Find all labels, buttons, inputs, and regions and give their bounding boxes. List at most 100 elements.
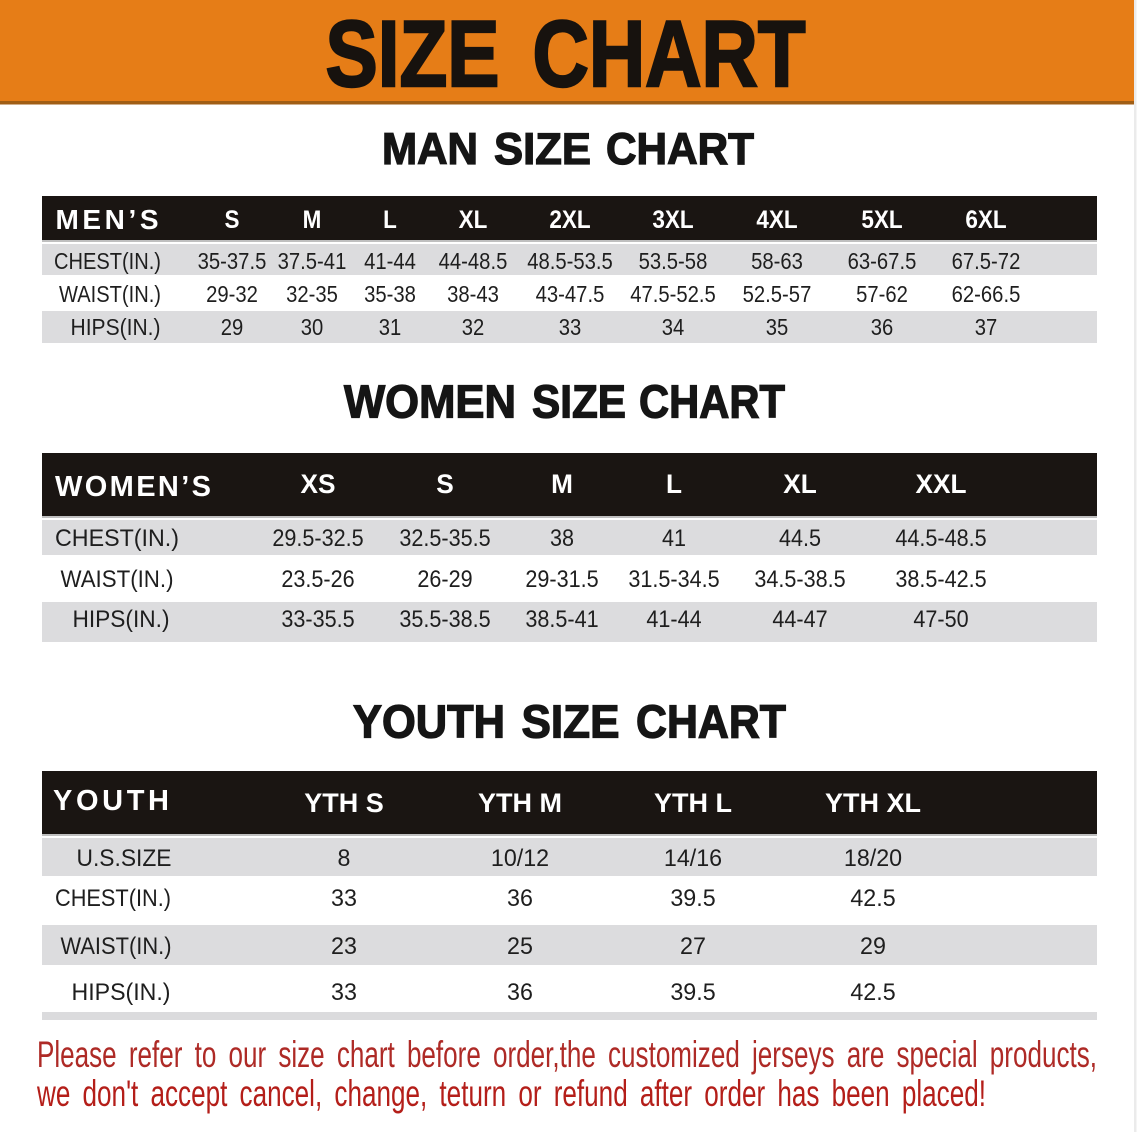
- svg-text:43-47.5: 43-47.5: [536, 281, 605, 307]
- svg-text:SIZE: SIZE: [522, 696, 620, 748]
- svg-text:2XL: 2XL: [549, 206, 590, 234]
- svg-text:10/12: 10/12: [491, 845, 549, 872]
- svg-text:47-50: 47-50: [913, 606, 968, 633]
- svg-text:53.5-58: 53.5-58: [639, 248, 708, 274]
- svg-text:we don't accept cancel, change: we don't accept cancel, change, teturn o…: [36, 1073, 986, 1114]
- svg-text:31: 31: [379, 314, 402, 340]
- svg-text:34: 34: [662, 314, 685, 340]
- svg-text:52.5-57: 52.5-57: [743, 281, 812, 307]
- svg-text:62-66.5: 62-66.5: [952, 281, 1021, 307]
- svg-text:4XL: 4XL: [756, 206, 797, 234]
- svg-text:XXL: XXL: [916, 469, 967, 499]
- svg-text:48.5-53.5: 48.5-53.5: [527, 248, 613, 274]
- svg-text:L: L: [383, 206, 397, 234]
- svg-text:CHART: CHART: [639, 376, 785, 428]
- svg-text:41-44: 41-44: [364, 248, 416, 274]
- svg-text:YOUTH: YOUTH: [353, 696, 505, 748]
- svg-text:S: S: [436, 469, 454, 499]
- svg-text:WAIST(IN.): WAIST(IN.): [59, 281, 161, 307]
- svg-text:31.5-34.5: 31.5-34.5: [628, 566, 719, 593]
- svg-text:39.5: 39.5: [670, 979, 715, 1006]
- svg-text:HIPS(IN.): HIPS(IN.): [73, 606, 170, 633]
- svg-text:18/20: 18/20: [844, 845, 902, 872]
- svg-text:6XL: 6XL: [965, 206, 1006, 234]
- svg-text:29.5-32.5: 29.5-32.5: [272, 525, 363, 552]
- svg-text:27: 27: [680, 933, 706, 960]
- svg-text:39.5: 39.5: [670, 885, 715, 912]
- svg-text:32.5-35.5: 32.5-35.5: [399, 525, 490, 552]
- svg-text:33-35.5: 33-35.5: [281, 606, 354, 633]
- svg-text:33: 33: [331, 979, 357, 1006]
- svg-text:29-31.5: 29-31.5: [525, 566, 598, 593]
- svg-text:CHART: CHART: [533, 1, 806, 106]
- svg-text:33: 33: [559, 314, 582, 340]
- svg-text:58-63: 58-63: [751, 248, 803, 274]
- svg-text:YOUTH: YOUTH: [53, 785, 169, 817]
- svg-text:CHEST(IN.): CHEST(IN.): [55, 525, 179, 552]
- svg-text:42.5: 42.5: [850, 979, 895, 1006]
- svg-text:MAN: MAN: [382, 125, 478, 174]
- svg-text:25: 25: [507, 933, 533, 960]
- svg-text:63-67.5: 63-67.5: [848, 248, 917, 274]
- svg-text:30: 30: [301, 314, 324, 340]
- svg-text:WOMEN: WOMEN: [344, 376, 516, 428]
- svg-text:HIPS(IN.): HIPS(IN.): [72, 979, 171, 1006]
- svg-text:29: 29: [221, 314, 244, 340]
- svg-text:14/16: 14/16: [664, 845, 722, 872]
- svg-text:35.5-38.5: 35.5-38.5: [399, 606, 490, 633]
- svg-text:37: 37: [975, 314, 998, 340]
- svg-text:44.5: 44.5: [779, 525, 821, 552]
- svg-text:34.5-38.5: 34.5-38.5: [754, 566, 845, 593]
- svg-text:CHART: CHART: [636, 696, 786, 748]
- svg-text:SIZE: SIZE: [326, 1, 500, 106]
- svg-text:S: S: [225, 206, 240, 234]
- svg-text:CHEST(IN.): CHEST(IN.): [55, 885, 171, 912]
- svg-text:L: L: [666, 469, 682, 499]
- svg-text:36: 36: [507, 979, 533, 1006]
- svg-text:YTH L: YTH L: [654, 788, 732, 818]
- svg-text:29: 29: [860, 933, 886, 960]
- svg-text:XL: XL: [783, 469, 817, 499]
- svg-text:36: 36: [871, 314, 894, 340]
- svg-text:8: 8: [338, 845, 351, 872]
- svg-text:YTH M: YTH M: [478, 788, 562, 818]
- svg-text:38.5-42.5: 38.5-42.5: [895, 566, 986, 593]
- svg-text:41-44: 41-44: [646, 606, 701, 633]
- svg-text:HIPS(IN.): HIPS(IN.): [71, 314, 161, 340]
- svg-text:44-48.5: 44-48.5: [439, 248, 508, 274]
- svg-text:35: 35: [766, 314, 789, 340]
- svg-text:57-62: 57-62: [856, 281, 908, 307]
- svg-text:5XL: 5XL: [861, 206, 902, 234]
- svg-text:YTH XL: YTH XL: [825, 788, 921, 818]
- svg-text:WAIST(IN.): WAIST(IN.): [61, 933, 172, 960]
- svg-text:CHEST(IN.): CHEST(IN.): [54, 248, 161, 274]
- svg-text:YTH S: YTH S: [304, 788, 384, 818]
- svg-text:32: 32: [462, 314, 485, 340]
- svg-text:42.5: 42.5: [850, 885, 895, 912]
- svg-text:CHART: CHART: [606, 125, 754, 174]
- svg-text:67.5-72: 67.5-72: [952, 248, 1021, 274]
- svg-text:38: 38: [550, 525, 574, 552]
- svg-text:M: M: [303, 206, 322, 234]
- svg-text:29-32: 29-32: [206, 281, 258, 307]
- svg-text:MEN’S: MEN’S: [56, 204, 159, 235]
- svg-text:37.5-41: 37.5-41: [278, 248, 347, 274]
- svg-text:38-43: 38-43: [447, 281, 499, 307]
- svg-text:Please refer to our size chart: Please refer to our size chart before or…: [37, 1034, 1097, 1075]
- svg-text:XS: XS: [301, 469, 336, 499]
- svg-text:26-29: 26-29: [417, 566, 472, 593]
- svg-text:SIZE: SIZE: [532, 376, 626, 428]
- svg-text:36: 36: [507, 885, 533, 912]
- svg-text:44.5-48.5: 44.5-48.5: [895, 525, 986, 552]
- svg-text:23.5-26: 23.5-26: [281, 566, 354, 593]
- svg-text:35-38: 35-38: [364, 281, 416, 307]
- svg-text:23: 23: [331, 933, 357, 960]
- svg-text:WOMEN’S: WOMEN’S: [55, 471, 211, 503]
- svg-text:U.S.SIZE: U.S.SIZE: [77, 845, 172, 872]
- svg-text:32-35: 32-35: [286, 281, 338, 307]
- svg-text:3XL: 3XL: [652, 206, 693, 234]
- svg-text:47.5-52.5: 47.5-52.5: [630, 281, 716, 307]
- svg-text:41: 41: [662, 525, 686, 552]
- svg-text:WAIST(IN.): WAIST(IN.): [61, 566, 174, 593]
- svg-text:XL: XL: [459, 206, 488, 234]
